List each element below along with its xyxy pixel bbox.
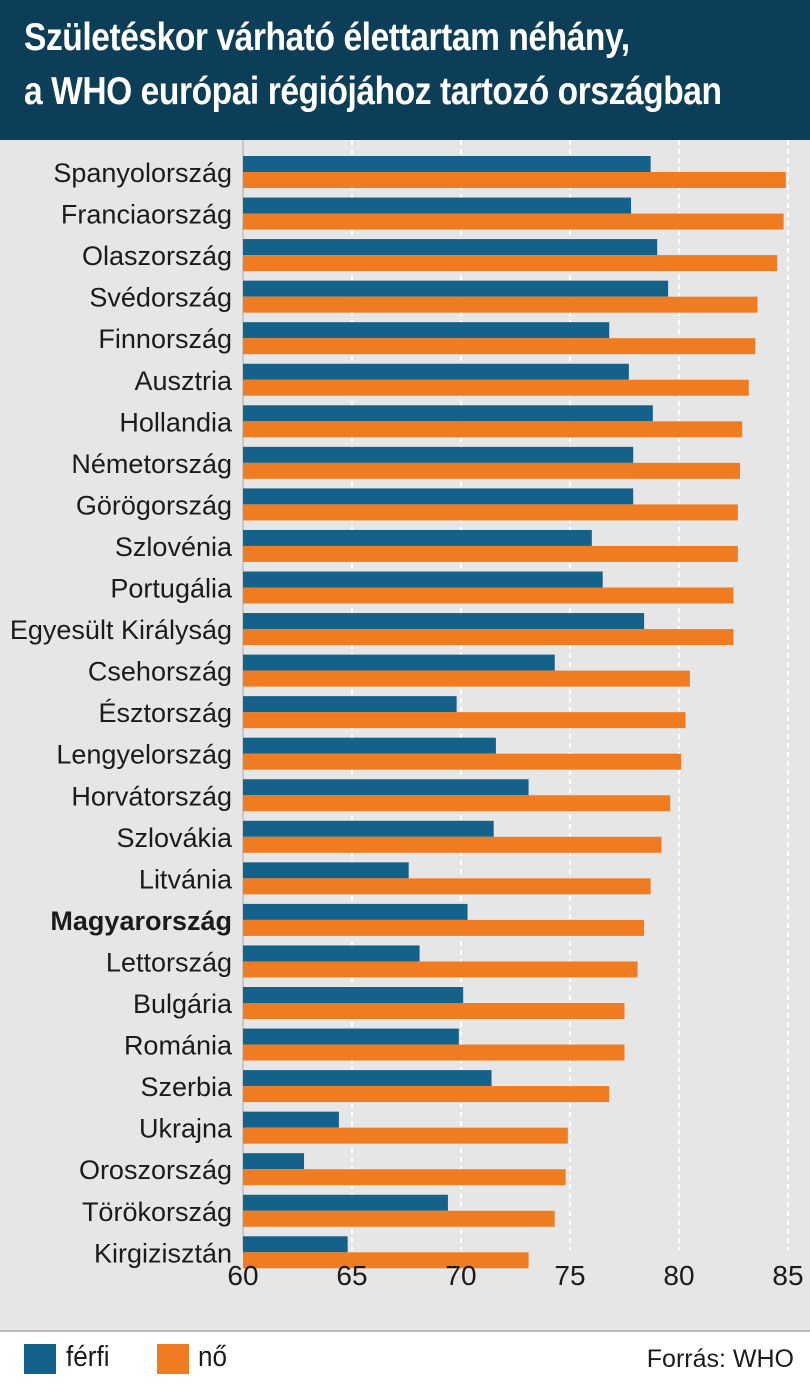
bar-female	[243, 587, 734, 604]
category-label: Svédország	[89, 283, 232, 313]
bar-female	[243, 795, 671, 812]
bar-female	[243, 1127, 568, 1144]
bar-female	[243, 961, 638, 978]
category-label: Észtország	[98, 698, 232, 728]
bar-female	[243, 379, 749, 396]
category-label: Szlovénia	[115, 532, 233, 562]
x-tick-label: 60	[227, 1260, 258, 1291]
bar-male	[243, 571, 603, 588]
bar-male	[243, 1111, 339, 1128]
bar-female	[243, 1252, 529, 1269]
category-label: Lengyelország	[56, 740, 232, 770]
bar-male	[243, 1194, 448, 1211]
category-label: Litvánia	[139, 864, 233, 894]
bar-male	[243, 405, 653, 422]
plot-area: Spanyolország Franciaország Olaszország Své…	[0, 140, 810, 1330]
bar-female	[243, 1210, 555, 1227]
bar-male	[243, 322, 610, 339]
category-label: Oroszország	[79, 1155, 232, 1185]
x-tick-label: 75	[554, 1260, 585, 1291]
category-label: Olaszország	[82, 241, 232, 271]
bar-female	[243, 1044, 625, 1061]
category-label: Finnország	[98, 324, 232, 354]
category-label: Bulgária	[133, 989, 233, 1019]
bar-female	[243, 1003, 625, 1019]
category-label: Szlovákia	[116, 823, 233, 853]
x-tick-label: 70	[445, 1260, 476, 1291]
bar-female	[243, 670, 690, 687]
bar-female	[243, 172, 786, 188]
category-label: Görögország	[76, 490, 232, 520]
bar-female	[243, 545, 738, 562]
bar-female	[243, 421, 743, 438]
category-label: Portugália	[110, 574, 233, 604]
category-label: Ukrajna	[139, 1114, 233, 1144]
bar-male	[243, 239, 658, 256]
x-tick-label: 80	[663, 1260, 694, 1291]
bar-female	[243, 338, 756, 355]
bar-female	[243, 629, 734, 646]
bar-female	[243, 462, 741, 479]
category-label: Törökország	[82, 1197, 232, 1227]
bar-male	[243, 156, 651, 172]
bar-male	[243, 779, 529, 796]
bar-female	[243, 753, 682, 770]
bar-female	[243, 1169, 566, 1186]
bar-female	[243, 878, 651, 895]
bar-male	[243, 945, 420, 962]
category-label: Magyarország	[50, 906, 232, 936]
category-label: Románia	[124, 1031, 233, 1061]
legend-swatch-female	[157, 1344, 189, 1374]
bar-male	[243, 488, 634, 505]
chart-title-line-2: a WHO európai régiójához tartozó országb…	[24, 70, 722, 113]
bar-male	[243, 363, 629, 380]
category-label: Németország	[71, 449, 232, 479]
bar-male	[243, 1236, 348, 1253]
bar-male	[243, 529, 592, 546]
category-label: Ausztria	[134, 366, 233, 396]
bar-chart: Spanyolország Franciaország Olaszország Své…	[10, 140, 804, 1291]
legend-label-male: férfi	[66, 1341, 110, 1373]
category-label: Horvátország	[71, 781, 232, 811]
bar-female	[243, 213, 784, 230]
bar-male	[243, 446, 634, 463]
bar-male	[243, 987, 464, 1003]
category-label: Szerbia	[140, 1072, 233, 1102]
x-tick-label: 85	[772, 1260, 803, 1291]
category-label: Franciaország	[61, 200, 232, 230]
category-label: Kirgizisztán	[94, 1238, 232, 1268]
bar-male	[243, 280, 669, 297]
category-label: Lettország	[106, 947, 232, 977]
bar-male	[243, 654, 555, 671]
bar-male	[243, 1153, 305, 1170]
bar-male	[243, 197, 632, 214]
bar-female	[243, 836, 662, 853]
bar-male	[243, 862, 409, 879]
category-label: Csehország	[88, 657, 232, 687]
bar-female	[243, 296, 758, 313]
bar-male	[243, 820, 494, 837]
bar-male	[243, 1070, 492, 1087]
bar-male	[243, 696, 457, 713]
category-label: Hollandia	[119, 407, 233, 437]
category-label: Spanyolország	[53, 158, 232, 188]
bar-male	[243, 903, 468, 920]
legend-swatch-male	[24, 1344, 56, 1374]
bar-female	[243, 1086, 610, 1103]
bar-male	[243, 1028, 459, 1045]
chart-title-line-1: Születéskor várható élettartam néhány,	[24, 16, 630, 59]
legend-footer: férfi nő Forrás: WHO	[0, 1330, 810, 1390]
bar-female	[243, 712, 686, 729]
category-label: Egyesült Királyság	[10, 615, 232, 645]
chart-header: Születéskor várható élettartam néhány, a…	[0, 0, 810, 140]
bar-female	[243, 255, 778, 272]
bar-female	[243, 504, 738, 521]
x-tick-label: 65	[336, 1260, 367, 1291]
bar-female	[243, 919, 645, 936]
bar-male	[243, 613, 645, 630]
bar-male	[243, 737, 496, 754]
legend-label-female: nő	[198, 1341, 228, 1373]
source-note: Forrás: WHO	[646, 1345, 794, 1373]
